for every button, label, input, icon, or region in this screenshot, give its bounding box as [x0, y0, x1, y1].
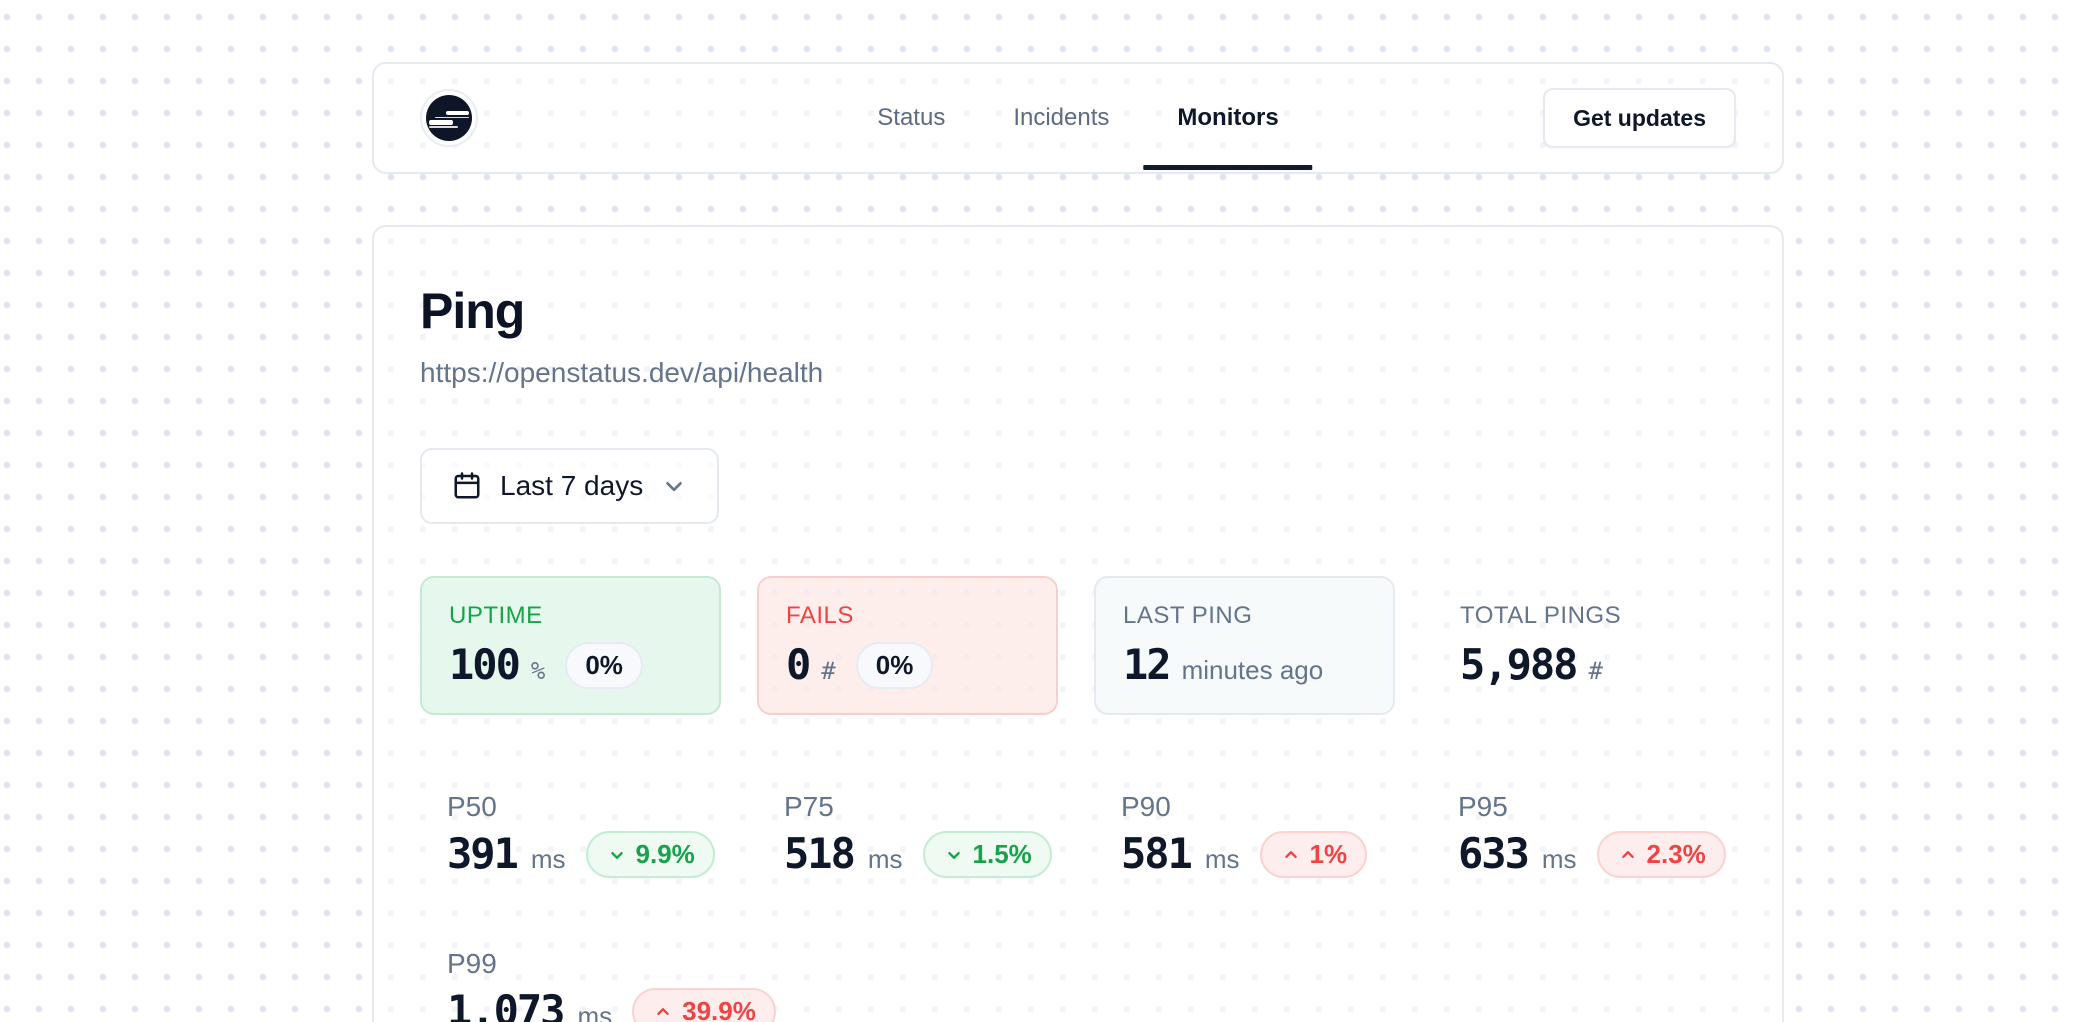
- stat-card-uptime: UPTIME 100 % 0%: [420, 576, 721, 716]
- stat-unit: minutes ago: [1181, 655, 1324, 686]
- stat-value: 12: [1123, 640, 1172, 690]
- stat-label: FAILS: [786, 602, 854, 630]
- get-updates-button[interactable]: Get updates: [1543, 88, 1736, 148]
- stat-card-fails: FAILS 0 # 0%: [757, 576, 1058, 716]
- calendar-icon: [452, 471, 482, 501]
- top-nav: Status Incidents Monitors Get updates: [372, 62, 1784, 174]
- trend-badge: 2.3%: [1596, 831, 1726, 879]
- stat-card-total-pings: TOTAL PINGS 5,988 #: [1431, 576, 1732, 715]
- percentiles-grid: P50 391 ms 9.9% P75: [420, 791, 1736, 1022]
- openstatus-logo[interactable]: [420, 89, 478, 147]
- percentile-value: 391: [447, 829, 519, 879]
- percentile-unit: ms: [1541, 844, 1577, 875]
- percentile-unit: ms: [530, 844, 566, 875]
- chevron-down-icon: [661, 473, 687, 499]
- percentile-p99: P99 1,073 ms 39.9%: [420, 948, 776, 1022]
- trend-badge: 1%: [1259, 831, 1368, 879]
- stat-value: 0: [786, 640, 811, 690]
- period-selector-label: Last 7 days: [500, 470, 644, 502]
- percentile-value: 633: [1458, 829, 1530, 879]
- percentile-label: P95: [1458, 791, 1508, 823]
- stat-badge: 0%: [855, 642, 934, 690]
- trend-badge: 9.9%: [585, 831, 715, 879]
- stat-unit: #: [1588, 657, 1603, 686]
- percentile-p75: P75 518 ms 1.5%: [757, 791, 1058, 879]
- stat-value: 100: [449, 640, 521, 690]
- stat-label: UPTIME: [449, 602, 543, 630]
- chevron-down-icon: [943, 844, 965, 866]
- percentile-unit: ms: [867, 844, 903, 875]
- stat-card-last-ping: LAST PING 12 minutes ago: [1094, 576, 1395, 716]
- percentile-label: P50: [447, 791, 497, 823]
- stats-row: UPTIME 100 % 0% FAILS 0 # 0% LAST PING: [420, 576, 1736, 716]
- tab-monitors[interactable]: Monitors: [1143, 64, 1314, 172]
- stat-label: TOTAL PINGS: [1460, 602, 1622, 630]
- percentile-value: 581: [1121, 829, 1193, 879]
- tab-status[interactable]: Status: [877, 104, 946, 131]
- nav-tabs: Status Incidents Monitors: [843, 64, 1314, 172]
- page-title: Ping: [420, 283, 525, 339]
- percentile-unit: ms: [577, 1001, 613, 1022]
- period-selector[interactable]: Last 7 days: [420, 448, 720, 525]
- percentile-p50: P50 391 ms 9.9%: [420, 791, 721, 879]
- monitor-url: https://openstatus.dev/api/health: [420, 357, 824, 388]
- percentile-p95: P95 633 ms 2.3%: [1431, 791, 1732, 879]
- percentile-p90: P90 581 ms 1%: [1094, 791, 1395, 879]
- chevron-up-icon: [652, 1001, 674, 1022]
- stat-badge: 0%: [565, 642, 643, 690]
- chevron-up-icon: [1280, 844, 1302, 866]
- openstatus-logo-icon: [426, 95, 472, 141]
- tab-incidents[interactable]: Incidents: [1013, 104, 1110, 131]
- stat-value: 5,988: [1460, 640, 1578, 690]
- stat-label: LAST PING: [1123, 602, 1253, 630]
- chevron-up-icon: [1617, 844, 1639, 866]
- trend-badge: 1.5%: [922, 831, 1052, 879]
- trend-badge: 39.9%: [632, 988, 776, 1022]
- percentile-label: P75: [784, 791, 834, 823]
- percentile-label: P90: [1121, 791, 1171, 823]
- percentile-value: 1,073: [447, 986, 565, 1022]
- stat-unit: %: [530, 657, 546, 686]
- percentile-label: P99: [447, 948, 497, 980]
- chevron-down-icon: [606, 844, 628, 866]
- percentile-unit: ms: [1204, 844, 1240, 875]
- stat-unit: #: [821, 657, 836, 686]
- monitor-card: Ping https://openstatus.dev/api/health L…: [372, 225, 1784, 1022]
- percentile-value: 518: [784, 829, 856, 879]
